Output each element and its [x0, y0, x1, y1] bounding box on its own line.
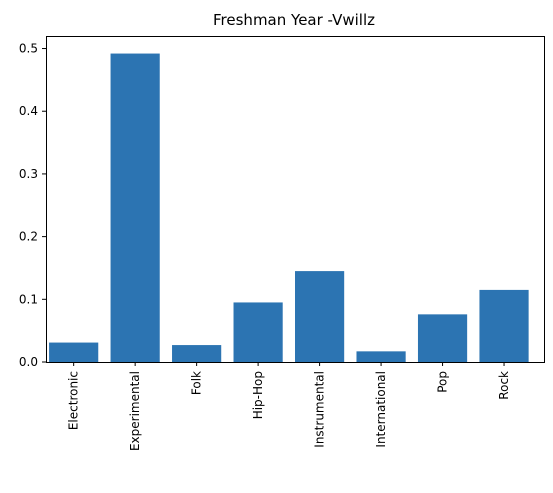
y-tick-label: 0.0 [19, 355, 38, 369]
y-tick-label: 0.5 [19, 42, 38, 56]
y-tick-label: 0.2 [19, 230, 38, 244]
bar-pop [417, 314, 468, 362]
bar-hip-hop [233, 302, 283, 362]
x-tick-label: Experimental [128, 371, 142, 451]
x-tick-label: Rock [497, 371, 511, 400]
bar-folk [172, 345, 222, 362]
y-axis: 0.0 0.1 0.2 0.3 0.4 0.5 [19, 42, 46, 369]
plot-frame [46, 36, 545, 363]
bar-rock [479, 289, 529, 362]
x-tick-label: Folk [190, 371, 204, 395]
x-tick-label: Hip-Hop [251, 371, 265, 419]
x-tick-label: Pop [436, 371, 450, 393]
x-tick-label: Instrumental [313, 371, 327, 448]
bars-layer [49, 53, 529, 363]
x-tick-label: Electronic [67, 371, 81, 430]
x-axis: Electronic Experimental Folk Hip-Hop Instrum… [67, 362, 511, 451]
y-tick-label: 0.3 [19, 167, 38, 181]
bar-electronic [49, 342, 99, 362]
bar-instrumental [295, 271, 345, 362]
bar-international [356, 351, 406, 362]
x-tick-label: International [374, 371, 388, 448]
chart-title: Freshman Year -Vwillz [213, 11, 375, 29]
y-tick-label: 0.1 [19, 292, 38, 306]
bar-experimental [110, 53, 160, 363]
y-tick-label: 0.4 [19, 104, 38, 118]
